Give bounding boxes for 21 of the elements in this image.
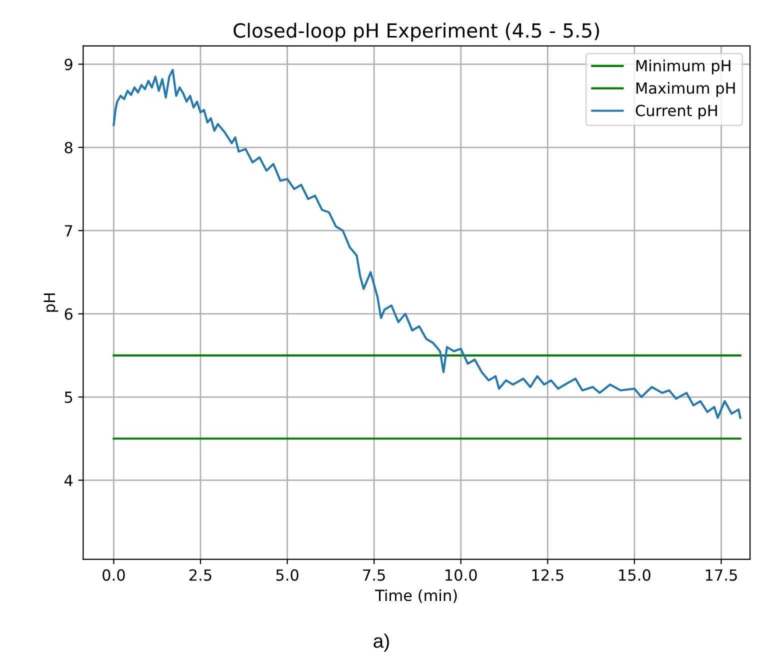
y-tick-label: 7 — [64, 225, 72, 236]
x-tick-label: 12.5 — [532, 569, 564, 581]
text: a) — [374, 634, 389, 652]
x-tick-label: 17.5 — [706, 569, 737, 581]
x-axis-title: Time (min) — [375, 589, 457, 603]
y-tick-label: 8 — [64, 142, 72, 154]
y-tick-label: 4 — [64, 474, 73, 486]
legend-label: Minimum pH — [636, 60, 730, 74]
y-axis-title: pH — [44, 293, 58, 312]
x-tick-label: 15.0 — [619, 569, 650, 581]
x-tick-label: 10.0 — [446, 569, 477, 581]
y-tick-label: 6 — [64, 308, 72, 320]
x-tick-label: 2.5 — [189, 569, 212, 581]
x-tick-label: 7.5 — [363, 569, 385, 581]
y-tick-label: 9 — [64, 58, 72, 70]
legend-label: Current pH — [636, 104, 717, 120]
legend-label: Maximum pH — [636, 82, 735, 97]
x-tick-label: 0.0 — [102, 569, 125, 581]
chart-title: Closed-loop pH Experiment (4.5 - 5.5) — [234, 22, 599, 42]
y-tick-label: 5 — [64, 392, 72, 404]
x-tick-label: 5.0 — [276, 569, 298, 581]
